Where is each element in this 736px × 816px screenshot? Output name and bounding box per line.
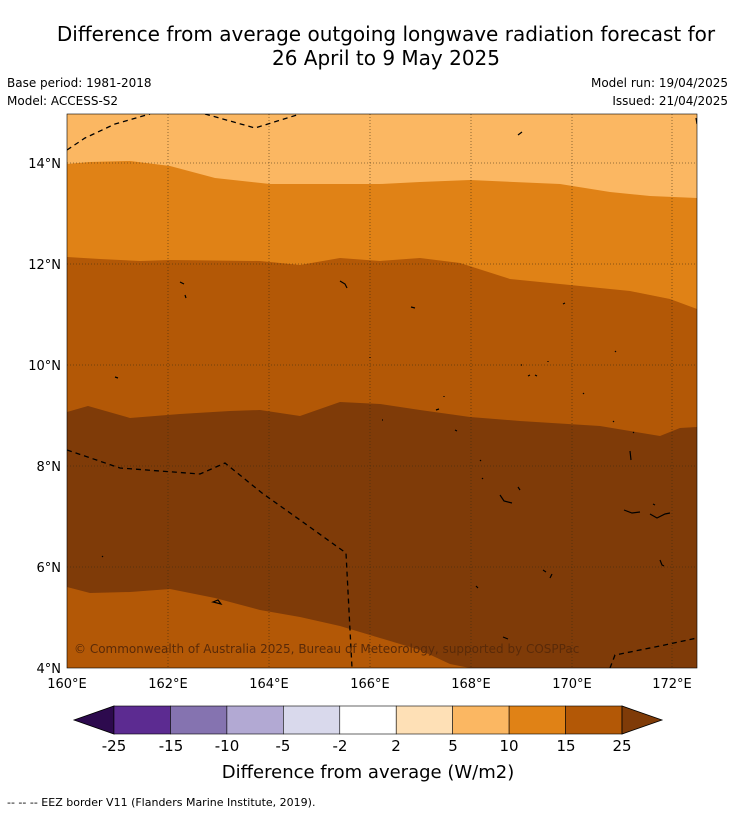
colorbar-segment bbox=[339, 705, 397, 735]
title-line-2: 26 April to 9 May 2025 bbox=[272, 46, 500, 70]
eez-border bbox=[67, 114, 697, 668]
meta-left: Base period: 1981-2018 Model: ACCESS-S2 bbox=[7, 74, 152, 110]
colorbar-segment bbox=[565, 705, 623, 735]
meta-right: Model run: 19/04/2025 Issued: 21/04/2025 bbox=[591, 74, 728, 110]
map-frame bbox=[66, 113, 698, 669]
colorbar-tick: 25 bbox=[612, 737, 631, 755]
colorbar-segment bbox=[395, 705, 453, 735]
lon-label: 168°E bbox=[451, 677, 491, 692]
issued-date: Issued: 21/04/2025 bbox=[612, 94, 728, 108]
colorbar-segment bbox=[226, 705, 284, 735]
title-line-1: Difference from average outgoing longwav… bbox=[56, 22, 716, 46]
colorbar-segment bbox=[452, 705, 510, 735]
chart-title: Difference from average outgoing longwav… bbox=[0, 22, 736, 70]
lat-label: 14°N bbox=[28, 157, 61, 172]
longitude-labels: 160°E 162°E 164°E 166°E 168°E 170°E 172°… bbox=[47, 677, 692, 692]
colorbar-tick: -15 bbox=[159, 737, 184, 755]
lat-label: 10°N bbox=[28, 359, 61, 374]
colorbar-tick: 5 bbox=[448, 737, 458, 755]
colorbar-tick: -25 bbox=[102, 737, 127, 755]
colorbar-segment bbox=[170, 705, 228, 735]
lon-label: 170°E bbox=[552, 677, 592, 692]
colorbar-segment bbox=[113, 705, 171, 735]
lon-label: 160°E bbox=[47, 677, 87, 692]
colorbar-tick: -5 bbox=[276, 737, 291, 755]
colorbar-extension-low bbox=[72, 705, 115, 735]
colorbar-tick: 2 bbox=[391, 737, 401, 755]
colorbar-segment bbox=[508, 705, 566, 735]
islands bbox=[101, 117, 697, 640]
colorbar-tick: 10 bbox=[499, 737, 518, 755]
colorbar bbox=[72, 705, 664, 735]
model-name: Model: ACCESS-S2 bbox=[7, 94, 119, 108]
lat-label: 8°N bbox=[37, 460, 62, 475]
lat-label: 6°N bbox=[37, 561, 62, 576]
colorbar-tick: 15 bbox=[556, 737, 575, 755]
lon-label: 172°E bbox=[652, 677, 692, 692]
lon-label: 164°E bbox=[249, 677, 289, 692]
latitude-labels: 14°N 12°N 10°N 8°N 6°N 4°N bbox=[28, 157, 61, 677]
lon-label: 166°E bbox=[350, 677, 390, 692]
base-period: Base period: 1981-2018 bbox=[7, 76, 152, 90]
colorbar-segment bbox=[283, 705, 341, 735]
lat-label: 12°N bbox=[28, 258, 61, 273]
colorbar-title: Difference from average (W/m2) bbox=[222, 762, 514, 783]
map-figure: © Commonwealth of Australia 2025, Bureau… bbox=[28, 113, 698, 783]
model-run: Model run: 19/04/2025 bbox=[590, 76, 728, 90]
colorbar-ticks: -25 -15 -10 -5 -2 2 5 10 15 25 bbox=[102, 737, 632, 755]
colorbar-tick: -10 bbox=[215, 737, 240, 755]
colorbar-extension-high bbox=[621, 705, 664, 735]
copyright-credit: © Commonwealth of Australia 2025, Bureau… bbox=[74, 642, 579, 656]
band-15-25-lower bbox=[67, 587, 470, 668]
eez-legend-note: -- -- -- EEZ border V11 (Flanders Marine… bbox=[7, 796, 316, 809]
colorbar-tick: -2 bbox=[333, 737, 348, 755]
map-panel: © Commonwealth of Australia 2025, Bureau… bbox=[67, 114, 697, 668]
lon-label: 162°E bbox=[148, 677, 188, 692]
graticule bbox=[67, 114, 697, 668]
lat-label: 4°N bbox=[37, 662, 62, 677]
